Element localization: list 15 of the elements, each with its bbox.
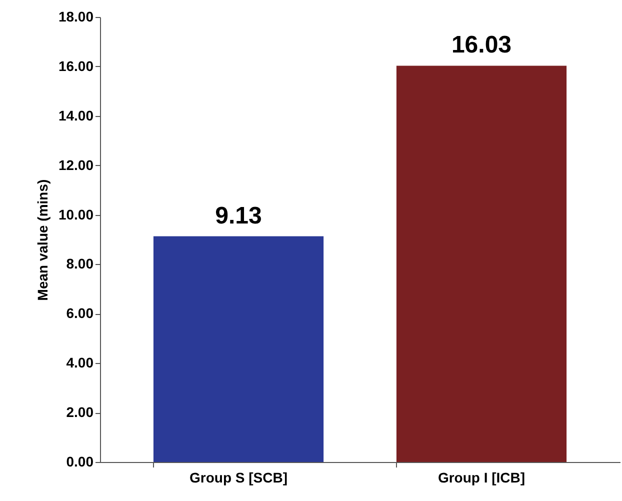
y-tick-label: 10.00	[58, 206, 94, 222]
y-tick-label: 8.00	[66, 256, 94, 272]
y-tick-label: 6.00	[66, 305, 94, 322]
y-tick-label: 12.00	[58, 156, 94, 173]
x-tick-label: Group S [SCB]	[190, 470, 288, 486]
y-tick-label: 18.00	[58, 8, 94, 24]
data-label: 16.03	[451, 32, 512, 59]
y-tick-label: 2.00	[66, 404, 94, 420]
y-tick-label: 0.00	[66, 454, 94, 470]
data-label: 9.13	[215, 202, 262, 230]
y-axis-title: Mean value (mins)	[34, 179, 50, 301]
y-tick-label: 16.00	[58, 58, 94, 74]
y-tick-label: 4.00	[66, 354, 94, 371]
y-tick-label: 14.00	[58, 107, 94, 124]
x-tick-label: Group I [ICB]	[438, 470, 526, 486]
